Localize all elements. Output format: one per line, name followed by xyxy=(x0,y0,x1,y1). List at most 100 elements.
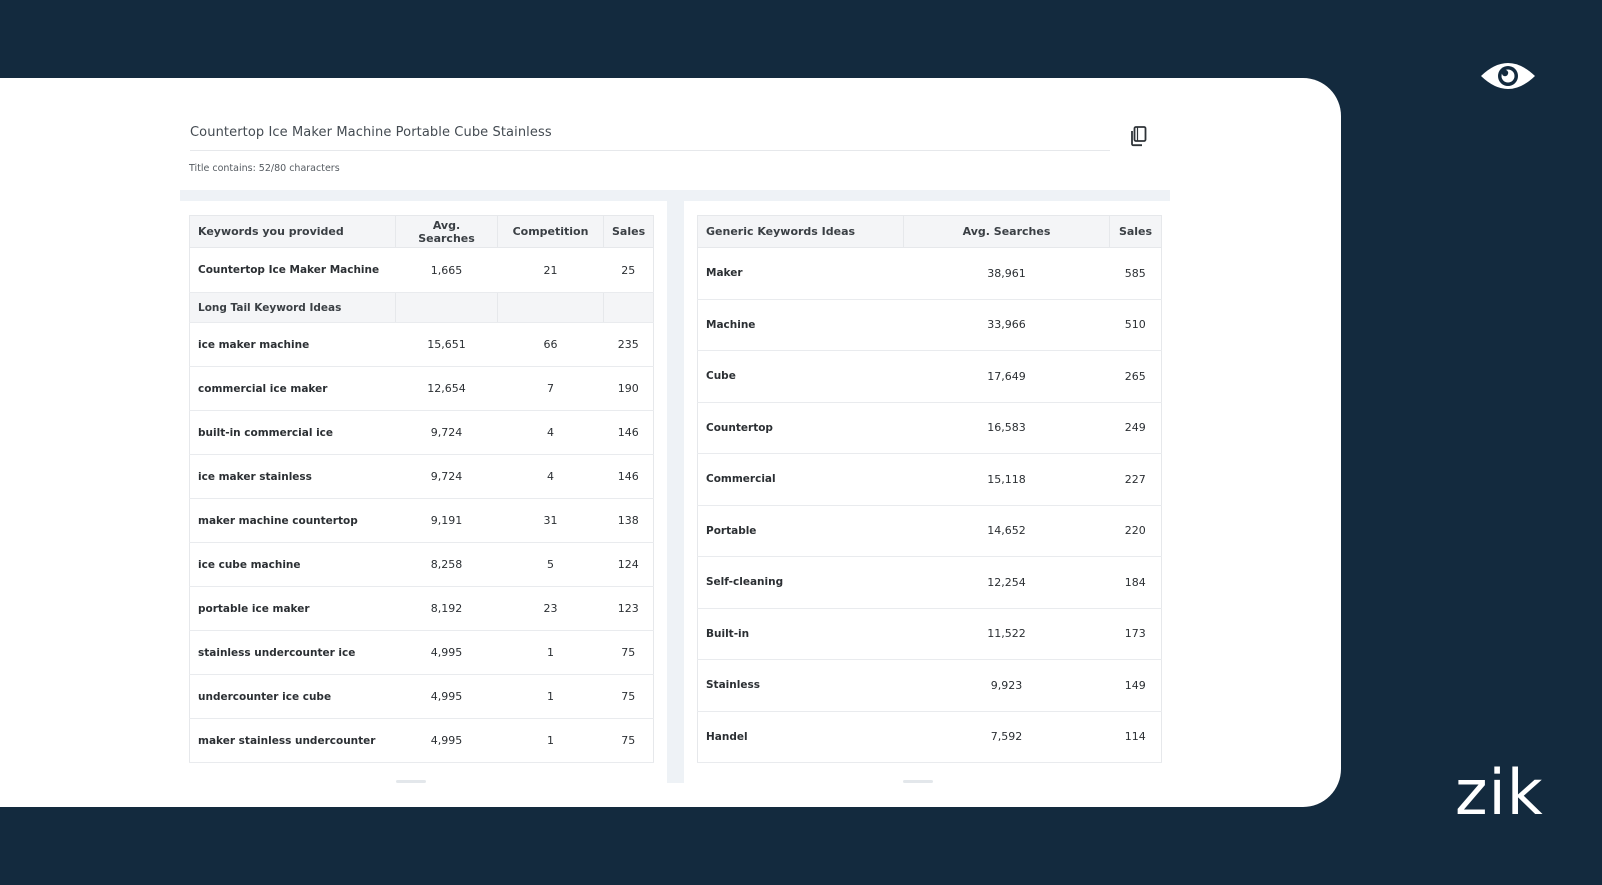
table-row[interactable]: stainless undercounter ice 4,995 1 75 xyxy=(189,630,654,675)
header-sales[interactable]: Sales xyxy=(603,215,654,248)
char-count-label: Title contains: 52/80 characters xyxy=(189,163,340,174)
keyword-cell: Built-in xyxy=(697,608,904,660)
table-row[interactable]: built-in commercial ice 9,724 4 146 xyxy=(189,410,654,455)
provided-keyword-row: Countertop Ice Maker Machine 1,665 21 25 xyxy=(189,247,654,293)
avg-searches-cell: 9,724 xyxy=(395,410,498,455)
avg-searches-cell: 7,592 xyxy=(903,711,1110,763)
competition-cell: 31 xyxy=(497,498,604,543)
avg-searches-cell: 4,995 xyxy=(395,630,498,675)
keyword-cell: maker stainless undercounter xyxy=(189,718,396,763)
competition-cell: 4 xyxy=(497,454,604,499)
competition-cell: 21 xyxy=(497,247,604,293)
title-input-row[interactable]: Countertop Ice Maker Machine Portable Cu… xyxy=(190,117,1110,151)
avg-searches-cell: 14,652 xyxy=(903,505,1110,557)
sales-cell: 265 xyxy=(1109,350,1162,403)
sales-cell: 249 xyxy=(1109,402,1162,454)
sales-cell: 173 xyxy=(1109,608,1162,660)
keyword-cell: Countertop Ice Maker Machine xyxy=(189,247,396,293)
table-row[interactable]: undercounter ice cube 4,995 1 75 xyxy=(189,674,654,719)
avg-searches-cell: 8,192 xyxy=(395,586,498,631)
keyword-cell: Commercial xyxy=(697,453,904,506)
left-scrollbar[interactable] xyxy=(396,780,426,783)
keyword-cell: ice maker stainless xyxy=(189,454,396,499)
competition-cell: 7 xyxy=(497,366,604,411)
table-row[interactable]: Maker 38,961 585 xyxy=(697,247,1162,300)
sales-cell: 75 xyxy=(603,674,654,719)
table-header-row: Generic Keywords Ideas Avg. Searches Sal… xyxy=(697,215,1162,248)
header-sales[interactable]: Sales xyxy=(1109,215,1162,248)
keyword-cell: Handel xyxy=(697,711,904,763)
header-avg-searches[interactable]: Avg. Searches xyxy=(395,215,498,248)
table-row[interactable]: Cube 17,649 265 xyxy=(697,350,1162,403)
avg-searches-cell: 16,583 xyxy=(903,402,1110,454)
sales-cell: 149 xyxy=(1109,659,1162,712)
sales-cell: 510 xyxy=(1109,299,1162,351)
table-row[interactable]: portable ice maker 8,192 23 123 xyxy=(189,586,654,631)
avg-searches-cell: 4,995 xyxy=(395,718,498,763)
table-row[interactable]: commercial ice maker 12,654 7 190 xyxy=(189,366,654,411)
keyword-cell: built-in commercial ice xyxy=(189,410,396,455)
competition-cell: 1 xyxy=(497,718,604,763)
header-avg-searches[interactable]: Avg. Searches xyxy=(903,215,1110,248)
table-row[interactable]: Built-in 11,522 173 xyxy=(697,608,1162,660)
competition-cell: 5 xyxy=(497,542,604,587)
header-generic-keywords[interactable]: Generic Keywords Ideas xyxy=(697,215,904,248)
competition-cell: 4 xyxy=(497,410,604,455)
table-row[interactable]: maker machine countertop 9,191 31 138 xyxy=(189,498,654,543)
avg-searches-cell: 15,651 xyxy=(395,322,498,367)
sales-cell: 138 xyxy=(603,498,654,543)
sales-cell: 146 xyxy=(603,454,654,499)
keyword-cell: Maker xyxy=(697,247,904,300)
section-empty-cell xyxy=(603,292,654,323)
avg-searches-cell: 38,961 xyxy=(903,247,1110,300)
sales-cell: 585 xyxy=(1109,247,1162,300)
table-row[interactable]: maker stainless undercounter 4,995 1 75 xyxy=(189,718,654,763)
avg-searches-cell: 8,258 xyxy=(395,542,498,587)
avg-searches-cell: 12,654 xyxy=(395,366,498,411)
avg-searches-cell: 11,522 xyxy=(903,608,1110,660)
keyword-cell: Stainless xyxy=(697,659,904,712)
avg-searches-cell: 33,966 xyxy=(903,299,1110,351)
sales-cell: 124 xyxy=(603,542,654,587)
keyword-cell: portable ice maker xyxy=(189,586,396,631)
table-row[interactable]: Stainless 9,923 149 xyxy=(697,659,1162,712)
table-row[interactable]: Self-cleaning 12,254 184 xyxy=(697,556,1162,609)
avg-searches-cell: 9,191 xyxy=(395,498,498,543)
section-empty-cell xyxy=(497,292,604,323)
title-text[interactable]: Countertop Ice Maker Machine Portable Cu… xyxy=(190,125,552,140)
header-competition[interactable]: Competition xyxy=(497,215,604,248)
section-empty-cell xyxy=(395,292,498,323)
avg-searches-cell: 15,118 xyxy=(903,453,1110,506)
sales-cell: 235 xyxy=(603,322,654,367)
table-row[interactable]: Commercial 15,118 227 xyxy=(697,453,1162,506)
table-row[interactable]: Machine 33,966 510 xyxy=(697,299,1162,351)
generic-keywords-table: Generic Keywords Ideas Avg. Searches Sal… xyxy=(697,215,1162,763)
keyword-cell: commercial ice maker xyxy=(189,366,396,411)
avg-searches-cell: 4,995 xyxy=(395,674,498,719)
competition-cell: 1 xyxy=(497,674,604,719)
right-scrollbar[interactable] xyxy=(903,780,933,783)
brand-logo: zik xyxy=(1455,756,1544,829)
table-row[interactable]: ice maker stainless 9,724 4 146 xyxy=(189,454,654,499)
copy-icon[interactable] xyxy=(1127,124,1151,148)
table-row[interactable]: Countertop 16,583 249 xyxy=(697,402,1162,454)
sales-cell: 114 xyxy=(1109,711,1162,763)
avg-searches-cell: 1,665 xyxy=(395,247,498,293)
header-keywords[interactable]: Keywords you provided xyxy=(189,215,396,248)
sales-cell: 220 xyxy=(1109,505,1162,557)
sales-cell: 75 xyxy=(603,718,654,763)
competition-cell: 1 xyxy=(497,630,604,675)
sales-cell: 75 xyxy=(603,630,654,675)
table-row[interactable]: Portable 14,652 220 xyxy=(697,505,1162,557)
keyword-cell: Portable xyxy=(697,505,904,557)
table-header-row: Keywords you provided Avg. Searches Comp… xyxy=(189,215,654,248)
section-header-row: Long Tail Keyword Ideas xyxy=(189,292,654,323)
competition-cell: 23 xyxy=(497,586,604,631)
table-row[interactable]: Handel 7,592 114 xyxy=(697,711,1162,763)
avg-searches-cell: 9,923 xyxy=(903,659,1110,712)
table-row[interactable]: ice cube machine 8,258 5 124 xyxy=(189,542,654,587)
table-row[interactable]: ice maker machine 15,651 66 235 xyxy=(189,322,654,367)
eye-icon xyxy=(1479,56,1537,96)
sales-cell: 146 xyxy=(603,410,654,455)
keyword-cell: Countertop xyxy=(697,402,904,454)
